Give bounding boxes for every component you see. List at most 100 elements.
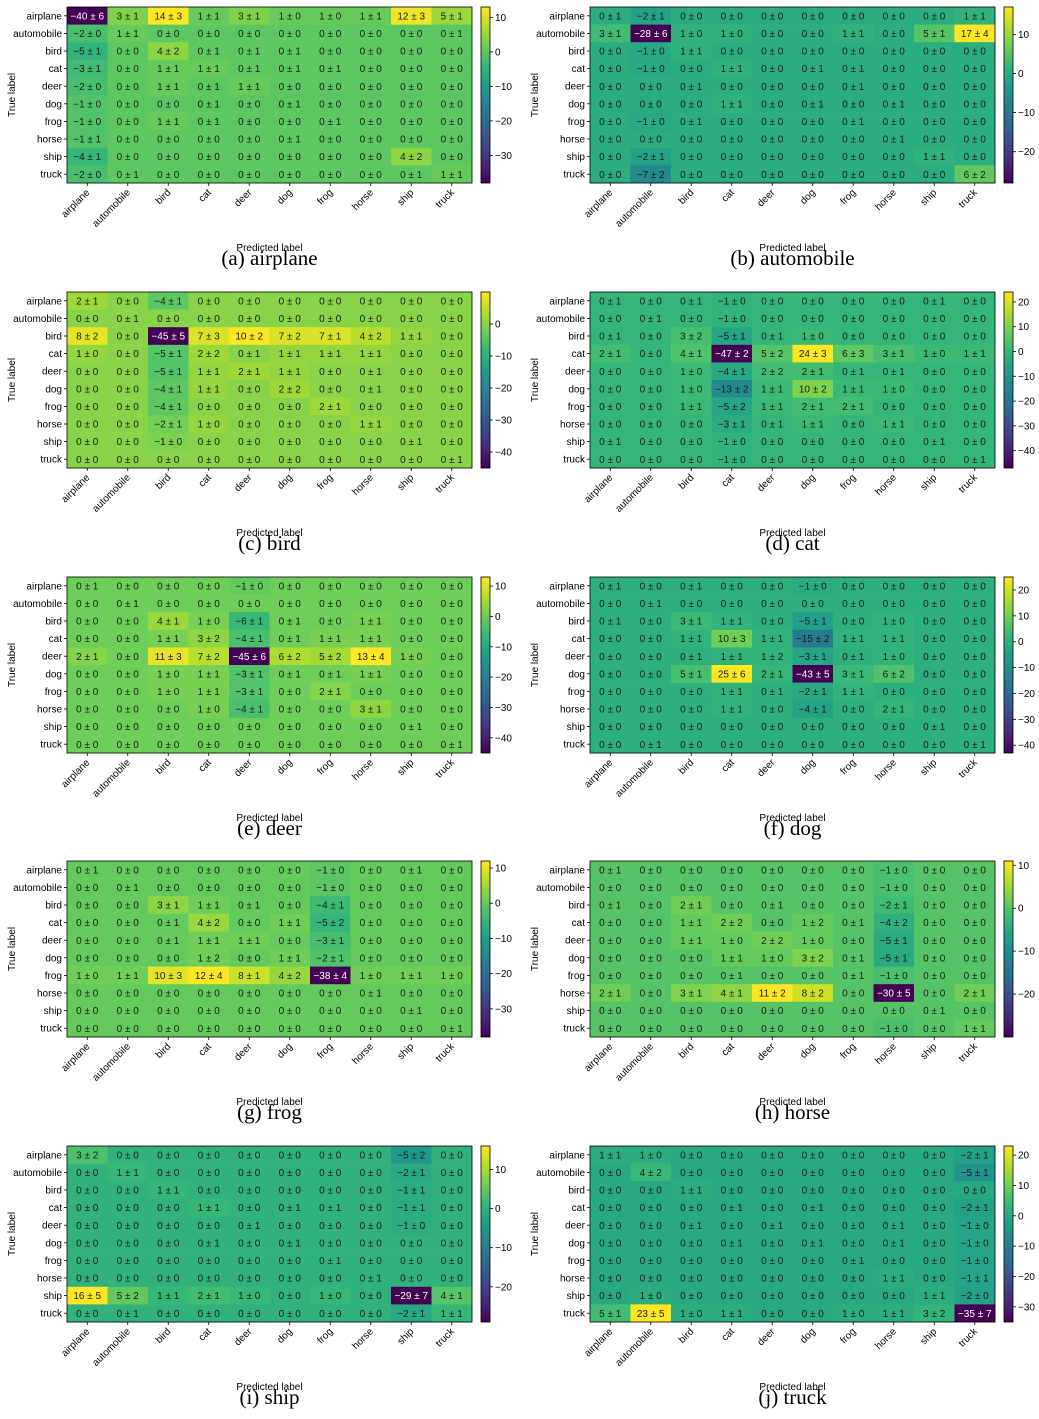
row-label: bird bbox=[45, 901, 62, 912]
cell-value-label: 0 ± 0 bbox=[802, 1168, 825, 1179]
cell-value-label: 0 ± 0 bbox=[117, 332, 140, 343]
cell-value-label: 0 ± 0 bbox=[599, 455, 622, 466]
cell-value-label: 1 ± 0 bbox=[319, 1291, 342, 1302]
cell-value-label: 0 ± 0 bbox=[279, 117, 302, 128]
cell-value-label: −2 ± 0 bbox=[73, 82, 101, 93]
cell-value-label: 1 ± 1 bbox=[680, 936, 703, 947]
cell-value-label: 0 ± 0 bbox=[680, 865, 703, 876]
cell-value-label: 2 ± 2 bbox=[761, 367, 784, 378]
cell-value-label: 0 ± 0 bbox=[441, 402, 464, 413]
cell-value-label: 1 ± 0 bbox=[198, 705, 221, 716]
cell-value-label: 2 ± 1 bbox=[76, 296, 99, 307]
cell-value-label: 0 ± 0 bbox=[360, 883, 383, 894]
cell-value-label: 0 ± 0 bbox=[721, 152, 744, 163]
cell-value-label: −1 ± 0 bbox=[73, 117, 101, 128]
cell-value-label: 0 ± 0 bbox=[198, 1256, 221, 1267]
column-label: dog bbox=[275, 757, 295, 777]
cell-value-label: 0 ± 0 bbox=[441, 99, 464, 110]
cell-value-label: 0 ± 0 bbox=[441, 687, 464, 698]
cell-value-label: 0 ± 0 bbox=[279, 989, 302, 1000]
cell-value-label: 0 ± 0 bbox=[964, 99, 987, 110]
cell-value-label: 0 ± 0 bbox=[923, 117, 946, 128]
cell-value-label: 0 ± 0 bbox=[441, 296, 464, 307]
cell-value-label: 0 ± 0 bbox=[198, 599, 221, 610]
cell-value-label: 0 ± 0 bbox=[360, 1203, 383, 1214]
cell-value-label: 0 ± 0 bbox=[640, 332, 663, 343]
cell-value-label: 1 ± 0 bbox=[400, 652, 423, 663]
colorbar-tick-label: 10 bbox=[495, 13, 507, 24]
row-label: horse bbox=[37, 989, 62, 1000]
cell-value-label: −40 ± 6 bbox=[70, 11, 104, 22]
cell-value-label: 0 ± 0 bbox=[842, 1221, 865, 1232]
cell-value-label: −4 ± 1 bbox=[73, 152, 101, 163]
cell-value-label: 0 ± 0 bbox=[441, 332, 464, 343]
row-label: frog bbox=[568, 117, 585, 128]
cell-value-label: 0 ± 0 bbox=[441, 1221, 464, 1232]
cell-value-label: 0 ± 0 bbox=[360, 296, 383, 307]
cell-value-label: 0 ± 1 bbox=[279, 47, 302, 58]
cell-value-label: 0 ± 0 bbox=[923, 599, 946, 610]
cell-value-label: 0 ± 0 bbox=[157, 1221, 180, 1232]
row-label: frog bbox=[568, 687, 585, 698]
cell-value-label: 0 ± 0 bbox=[721, 117, 744, 128]
cell-value-label: 0 ± 0 bbox=[360, 437, 383, 448]
cell-value-label: 0 ± 0 bbox=[400, 82, 423, 93]
row-label: bird bbox=[568, 47, 585, 58]
cell-value-label: 0 ± 0 bbox=[400, 29, 423, 40]
cell-value-label: 5 ± 2 bbox=[761, 349, 784, 360]
cell-value-label: 0 ± 0 bbox=[238, 1168, 261, 1179]
cell-value-label: 0 ± 0 bbox=[923, 384, 946, 395]
cell-value-label: 0 ± 0 bbox=[842, 437, 865, 448]
cell-value-label: 0 ± 0 bbox=[802, 901, 825, 912]
cell-value-label: 0 ± 1 bbox=[279, 135, 302, 146]
cell-value-label: 0 ± 0 bbox=[680, 64, 703, 75]
column-label: horse bbox=[350, 472, 376, 498]
colorbar-tick-label: 10 bbox=[1018, 322, 1030, 333]
cell-value-label: 0 ± 1 bbox=[802, 64, 825, 75]
cell-value-label: 0 ± 0 bbox=[964, 117, 987, 128]
cell-value-label: 6 ± 2 bbox=[279, 652, 302, 663]
cell-value-label: 0 ± 0 bbox=[441, 367, 464, 378]
cell-value-label: 2 ± 1 bbox=[76, 652, 99, 663]
row-label: automobile bbox=[536, 883, 585, 894]
cell-value-label: 0 ± 0 bbox=[883, 1203, 906, 1214]
cell-value-label: 0 ± 0 bbox=[599, 740, 622, 751]
panel-caption: (a) airplane bbox=[221, 246, 317, 270]
cell-value-label: 0 ± 1 bbox=[319, 1256, 342, 1267]
cell-value-label: 0 ± 0 bbox=[599, 367, 622, 378]
cell-value-label: 0 ± 0 bbox=[157, 170, 180, 181]
cell-value-label: 3 ± 2 bbox=[923, 1309, 946, 1320]
cell-value-label: 0 ± 0 bbox=[441, 883, 464, 894]
cell-value-label: 0 ± 0 bbox=[76, 883, 99, 894]
cell-value-label: 0 ± 0 bbox=[198, 314, 221, 325]
cell-value-label: 0 ± 0 bbox=[76, 1024, 99, 1035]
cell-value-label: 2 ± 2 bbox=[721, 918, 744, 929]
colorbar-tick-label: −30 bbox=[495, 703, 512, 714]
cell-value-label: 1 ± 1 bbox=[721, 99, 744, 110]
cell-value-label: 0 ± 0 bbox=[721, 1024, 744, 1035]
cell-value-label: 0 ± 1 bbox=[923, 437, 946, 448]
cell-value-label: 0 ± 0 bbox=[923, 740, 946, 751]
cell-value-label: 0 ± 0 bbox=[319, 135, 342, 146]
cell-value-label: 0 ± 0 bbox=[279, 1006, 302, 1017]
cell-value-label: 0 ± 0 bbox=[802, 455, 825, 466]
cell-value-label: 1 ± 1 bbox=[360, 11, 383, 22]
cell-value-label: 0 ± 0 bbox=[400, 455, 423, 466]
cell-value-label: 0 ± 0 bbox=[883, 402, 906, 413]
cell-value-label: 0 ± 0 bbox=[721, 82, 744, 93]
cell-value-label: 0 ± 0 bbox=[640, 1256, 663, 1267]
column-label: horse bbox=[873, 187, 899, 213]
column-label: airplane bbox=[582, 1041, 615, 1074]
cell-value-label: −7 ± 2 bbox=[637, 170, 665, 181]
cell-value-label: 0 ± 1 bbox=[599, 901, 622, 912]
cell-value-label: −4 ± 1 bbox=[235, 634, 263, 645]
cell-value-label: −1 ± 0 bbox=[718, 296, 746, 307]
row-label: ship bbox=[44, 437, 63, 448]
cell-value-label: 0 ± 0 bbox=[640, 652, 663, 663]
cell-value-label: 0 ± 0 bbox=[964, 402, 987, 413]
cell-value-label: 0 ± 0 bbox=[198, 1186, 221, 1197]
cell-value-label: 0 ± 0 bbox=[117, 1221, 140, 1232]
cell-value-label: 0 ± 0 bbox=[360, 29, 383, 40]
cell-value-label: 0 ± 0 bbox=[923, 705, 946, 716]
row-label: dog bbox=[45, 1238, 62, 1249]
